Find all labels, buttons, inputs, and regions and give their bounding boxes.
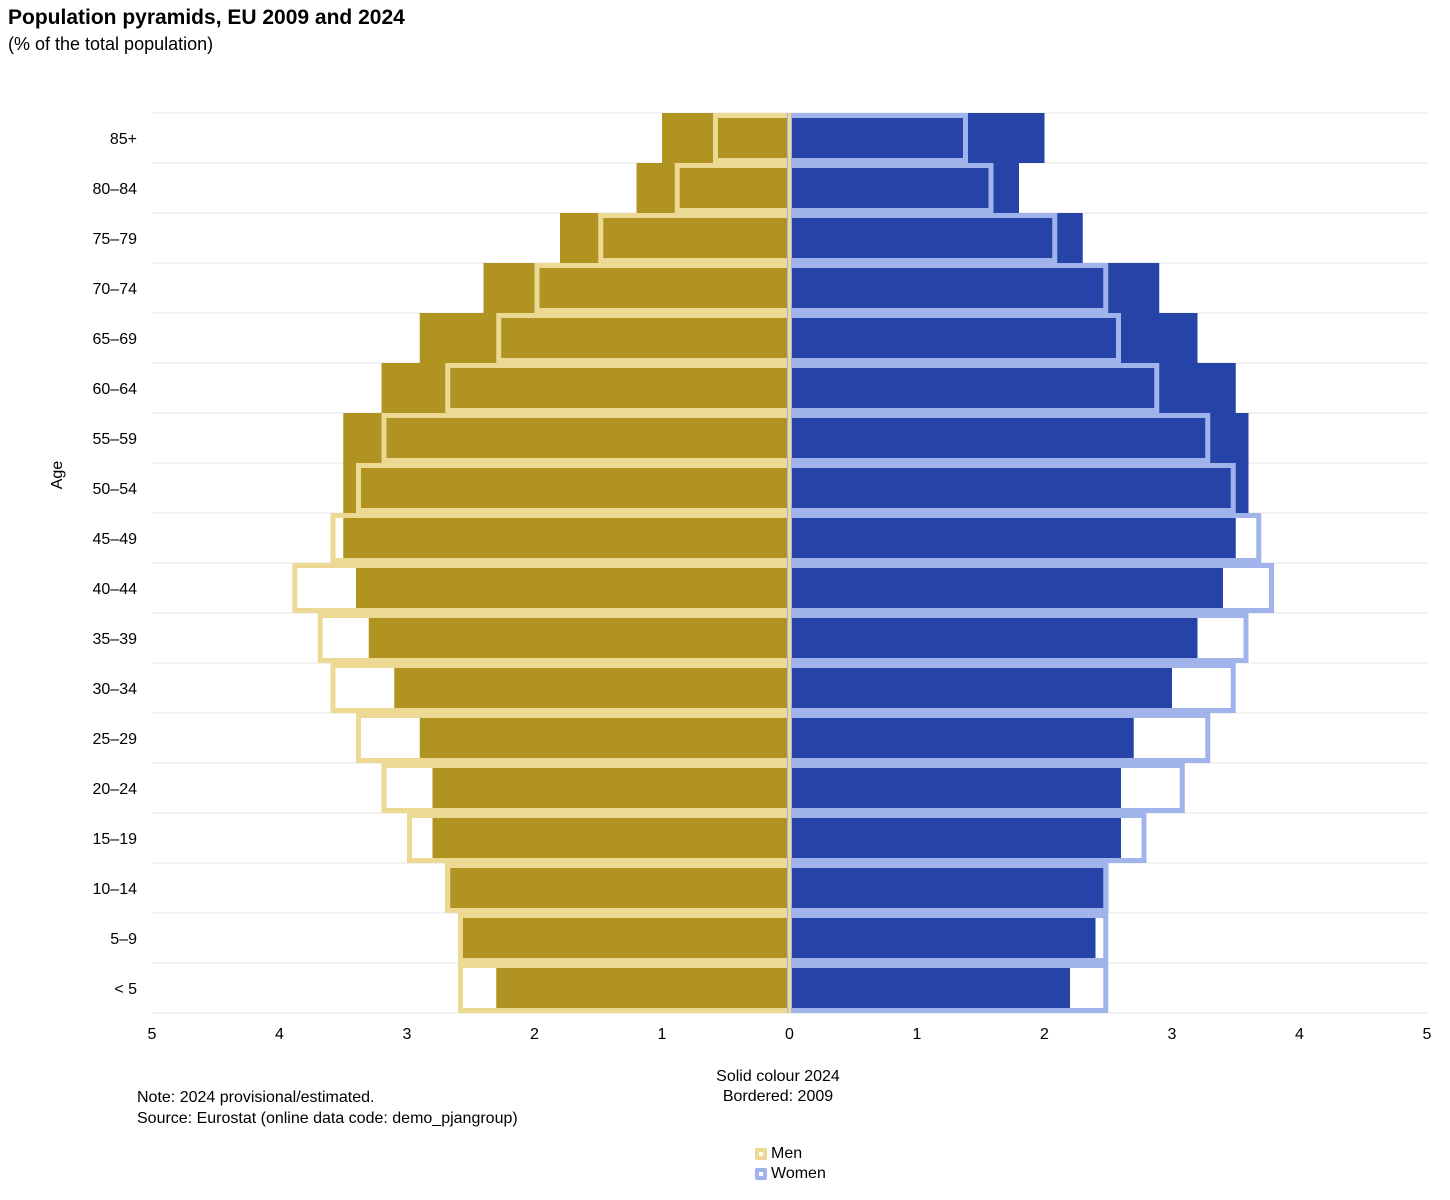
bar-men-2024: [419, 313, 790, 363]
bar-women-2024: [789, 113, 1045, 163]
bar-men-2024: [496, 963, 790, 1013]
bar-men-2024: [356, 563, 790, 613]
bar-women-2024: [789, 863, 1109, 913]
bar-women-2024: [789, 963, 1070, 1013]
x-tick-label: 2: [530, 1026, 539, 1043]
bar-men-2024: [419, 713, 790, 763]
age-tick-label: < 5: [114, 981, 137, 998]
x-tick-label: 2: [1040, 1026, 1049, 1043]
bar-men-2024: [662, 113, 790, 163]
bar-women-2024: [789, 713, 1134, 763]
bar-women-2024: [789, 663, 1172, 713]
bar-men-2024: [368, 613, 790, 663]
legend-label-women: Women: [771, 1165, 826, 1182]
chart-subtitle: (% of the total population): [8, 34, 214, 54]
bar-women-2024: [789, 163, 1019, 213]
chart-legend: Men Women: [755, 1144, 826, 1184]
age-tick-label: 70–74: [93, 281, 138, 298]
note-text: Note: 2024 provisional/estimated.: [137, 1089, 375, 1106]
age-tick-label: 55–59: [93, 431, 138, 448]
age-tick-label: 65–69: [93, 331, 138, 348]
legend-label-men: Men: [771, 1145, 803, 1162]
legend-item-men[interactable]: Men: [755, 1144, 826, 1164]
bar-men-2024: [636, 163, 790, 213]
bar-men-2024: [560, 213, 790, 263]
age-tick-label: 30–34: [93, 681, 138, 698]
bar-women-2024: [789, 363, 1236, 413]
y-axis-label: Age: [49, 461, 66, 490]
x-tick-label: 5: [148, 1026, 157, 1043]
bar-women-2024: [789, 613, 1198, 663]
x-tick-label: 3: [403, 1026, 412, 1043]
age-tick-label: 10–14: [93, 881, 138, 898]
legend-item-women[interactable]: Women: [755, 1164, 826, 1184]
bar-women-2024: [789, 513, 1236, 563]
age-tick-label: 20–24: [93, 781, 138, 798]
x-tick-label: 4: [1295, 1026, 1304, 1043]
age-tick-label: 80–84: [93, 181, 138, 198]
bar-women-2024: [789, 413, 1249, 463]
x-tick-label: 1: [913, 1026, 922, 1043]
bar-women-2024: [789, 763, 1121, 813]
bar-women-2024: [789, 263, 1160, 313]
bar-men-2024: [445, 863, 790, 913]
x-tick-label: 4: [275, 1026, 284, 1043]
age-tick-label: 15–19: [93, 831, 138, 848]
bar-women-2024: [789, 463, 1249, 513]
age-tick-label: 25–29: [93, 731, 138, 748]
age-tick-label: 40–44: [93, 581, 138, 598]
bar-women-2024: [789, 213, 1083, 263]
source-text: Source: Eurostat (online data code: demo…: [137, 1110, 518, 1127]
bar-men-2024: [432, 813, 790, 863]
bar-men-2024: [394, 663, 790, 713]
age-tick-label: 45–49: [93, 531, 138, 548]
x-axis-label-line: Solid colour 2024: [716, 1068, 840, 1085]
x-tick-label: 3: [1168, 1026, 1177, 1043]
bar-men-2024: [343, 413, 790, 463]
bar-men-2024: [432, 763, 790, 813]
bar-men-2024: [343, 463, 790, 513]
age-tick-label: 60–64: [93, 381, 138, 398]
chart-notes: Note: 2024 provisional/estimated. Source…: [137, 1087, 518, 1129]
chart-title: Population pyramids, EU 2009 and 2024: [8, 6, 405, 29]
women-swatch-icon: [755, 1168, 767, 1180]
bar-men-2024: [483, 263, 790, 313]
bar-men-2024: [343, 513, 790, 563]
bar-women-2024: [789, 913, 1096, 963]
men-swatch-icon: [755, 1148, 767, 1160]
bar-men-2024: [458, 913, 790, 963]
x-tick-label: 1: [658, 1026, 667, 1043]
bar-women-2024: [789, 313, 1198, 363]
age-tick-label: 50–54: [93, 481, 138, 498]
x-tick-label: 5: [1423, 1026, 1432, 1043]
age-tick-label: 85+: [110, 131, 137, 148]
bar-women-2024: [789, 813, 1121, 863]
bar-women-2024: [789, 563, 1223, 613]
age-tick-label: 75–79: [93, 231, 138, 248]
age-tick-label: 35–39: [93, 631, 138, 648]
age-tick-label: 5–9: [110, 931, 137, 948]
x-tick-label: 0: [785, 1026, 794, 1043]
bar-men-2024: [381, 363, 790, 413]
x-axis-label-line: Bordered: 2009: [723, 1088, 833, 1105]
